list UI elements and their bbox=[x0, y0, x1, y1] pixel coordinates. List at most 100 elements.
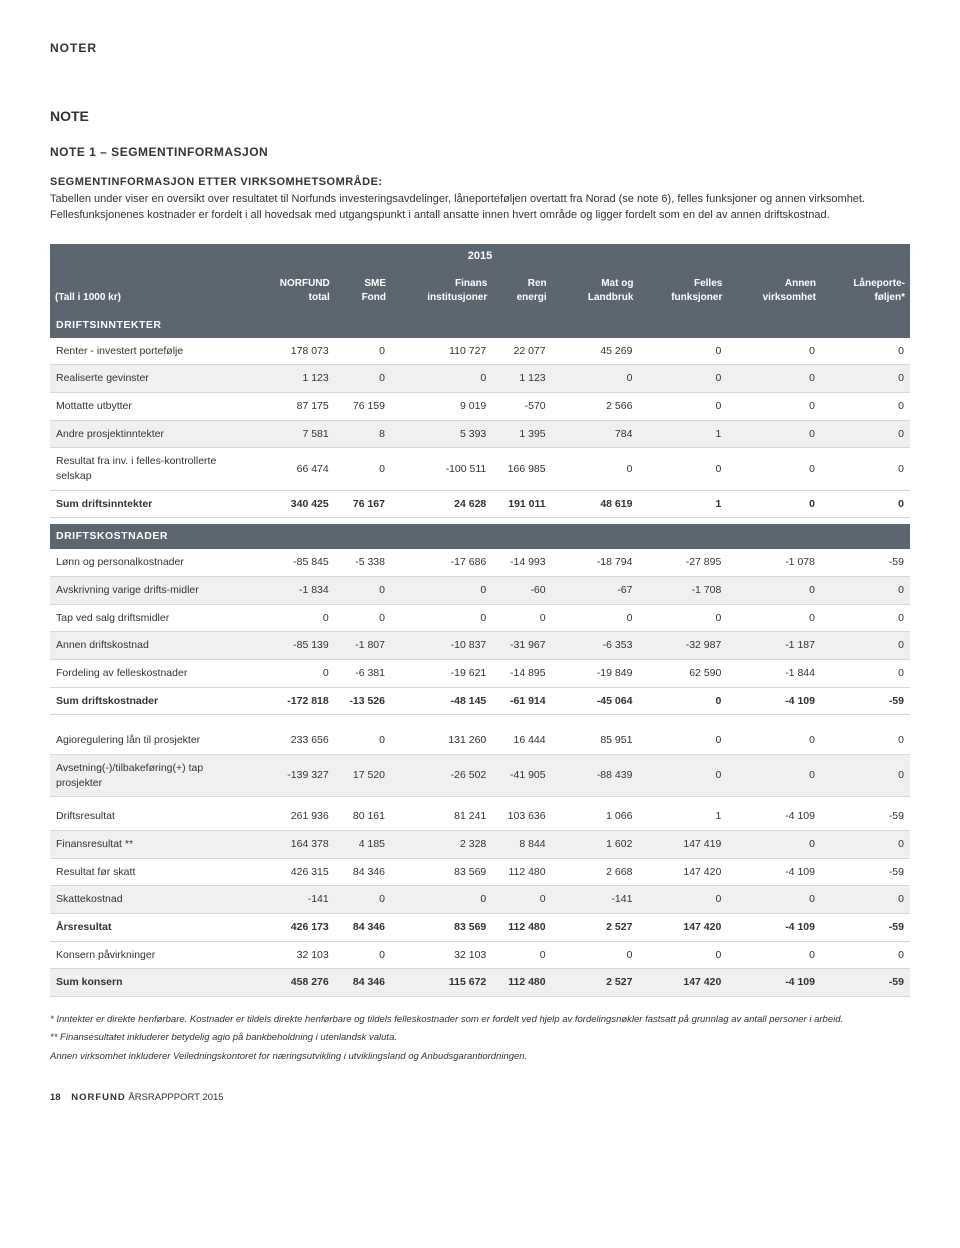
cell: -59 bbox=[821, 803, 910, 830]
cell: -85 845 bbox=[253, 549, 334, 576]
cell: 2 566 bbox=[552, 393, 639, 421]
table-row: Fordeling av felleskostnader0-6 381-19 6… bbox=[50, 659, 910, 687]
cell: 112 480 bbox=[492, 858, 551, 886]
intro-paragraph: Tabellen under viser en oversikt over re… bbox=[50, 191, 910, 224]
cell: -31 967 bbox=[492, 632, 551, 660]
cell: -14 993 bbox=[492, 549, 551, 576]
cell: 22 077 bbox=[492, 338, 551, 365]
row-label: Lønn og personalkostnader bbox=[50, 549, 253, 576]
cell: 0 bbox=[821, 886, 910, 914]
cell: 0 bbox=[552, 448, 639, 490]
cell: -19 621 bbox=[391, 659, 492, 687]
row-label: Agioregulering lån til prosjekter bbox=[50, 727, 253, 754]
cell: -60 bbox=[492, 576, 551, 604]
cell: 0 bbox=[638, 727, 727, 754]
cell: 85 951 bbox=[552, 727, 639, 754]
cell: 110 727 bbox=[391, 338, 492, 365]
cell: 83 569 bbox=[391, 914, 492, 942]
cell: 76 159 bbox=[335, 393, 391, 421]
footer-doc: ÅRSRAPPPORT 2015 bbox=[128, 1092, 223, 1103]
footnote: Annen virksomhet inkluderer Veiledningsk… bbox=[50, 1050, 910, 1063]
footnote: * Inntekter er direkte henførbare. Kostn… bbox=[50, 1013, 910, 1026]
table-row: Annen driftskostnad-85 139-1 807-10 837-… bbox=[50, 632, 910, 660]
cell: 9 019 bbox=[391, 393, 492, 421]
cell: -14 895 bbox=[492, 659, 551, 687]
section-label: DRIFTSKOSTNADER bbox=[50, 524, 910, 549]
cell: -26 502 bbox=[391, 754, 492, 796]
cell: 17 520 bbox=[335, 754, 391, 796]
year-cell: 2015 bbox=[50, 244, 910, 269]
col-header: NORFUND total bbox=[253, 269, 334, 313]
cell: 2 328 bbox=[391, 831, 492, 859]
cell: 0 bbox=[638, 393, 727, 421]
cell: -32 987 bbox=[638, 632, 727, 660]
cell: 0 bbox=[492, 886, 551, 914]
cell: 191 011 bbox=[492, 490, 551, 518]
cell: -1 834 bbox=[253, 576, 334, 604]
col-header: Felles funksjoner bbox=[638, 269, 727, 313]
table-row: Avsetning(-)/tilbakeføring(+) tap prosje… bbox=[50, 754, 910, 796]
cell: -59 bbox=[821, 687, 910, 715]
cell: 0 bbox=[391, 604, 492, 632]
table-row: Lønn og personalkostnader-85 845-5 338-1… bbox=[50, 549, 910, 576]
table-row: Avskrivning varige drifts-midler-1 83400… bbox=[50, 576, 910, 604]
cell: -19 849 bbox=[552, 659, 639, 687]
cell: 0 bbox=[727, 727, 821, 754]
col-header: Finans institusjoner bbox=[391, 269, 492, 313]
cell: 1 123 bbox=[492, 365, 551, 393]
cell: -139 327 bbox=[253, 754, 334, 796]
page-number: 18 bbox=[50, 1092, 61, 1103]
cell: 1 066 bbox=[552, 803, 639, 830]
cell: 84 346 bbox=[335, 969, 391, 997]
cell: 0 bbox=[391, 886, 492, 914]
row-label: Annen driftskostnad bbox=[50, 632, 253, 660]
cell: 62 590 bbox=[638, 659, 727, 687]
cell: 8 bbox=[335, 420, 391, 448]
cell: 84 346 bbox=[335, 914, 391, 942]
cell: 2 527 bbox=[552, 914, 639, 942]
cell: 115 672 bbox=[391, 969, 492, 997]
year-row: 2015 bbox=[50, 244, 910, 269]
table-row: Agioregulering lån til prosjekter233 656… bbox=[50, 727, 910, 754]
cell: 24 628 bbox=[391, 490, 492, 518]
cell: 784 bbox=[552, 420, 639, 448]
cell: -85 139 bbox=[253, 632, 334, 660]
row-label: Sum driftskostnader bbox=[50, 687, 253, 715]
row-label: Sum driftsinntekter bbox=[50, 490, 253, 518]
cell: 84 346 bbox=[335, 858, 391, 886]
cell: 0 bbox=[727, 365, 821, 393]
cell: -45 064 bbox=[552, 687, 639, 715]
cell: 0 bbox=[552, 604, 639, 632]
page-footer: 18 NORFUND ÅRSRAPPPORT 2015 bbox=[50, 1091, 910, 1104]
cell: 147 420 bbox=[638, 858, 727, 886]
cell: 45 269 bbox=[552, 338, 639, 365]
cell: 0 bbox=[638, 754, 727, 796]
section-marker: NOTER bbox=[50, 40, 910, 57]
row-label: Andre prosjektinntekter bbox=[50, 420, 253, 448]
cell: 112 480 bbox=[492, 969, 551, 997]
cell: 426 173 bbox=[253, 914, 334, 942]
cell: 16 444 bbox=[492, 727, 551, 754]
cell: 32 103 bbox=[253, 941, 334, 969]
cell: 1 bbox=[638, 803, 727, 830]
section-row: DRIFTSINNTEKTER bbox=[50, 313, 910, 338]
table-row: Resultat før skatt426 31584 34683 569112… bbox=[50, 858, 910, 886]
cell: -141 bbox=[253, 886, 334, 914]
footnote: ** Finansesultatet inkluderer betydelig … bbox=[50, 1031, 910, 1044]
cell: -6 353 bbox=[552, 632, 639, 660]
section-row: DRIFTSKOSTNADER bbox=[50, 524, 910, 549]
row-label: Skattekostnad bbox=[50, 886, 253, 914]
table-row: Konsern påvirkninger32 103032 10300000 bbox=[50, 941, 910, 969]
cell: 166 985 bbox=[492, 448, 551, 490]
cell: -59 bbox=[821, 914, 910, 942]
cell: -88 439 bbox=[552, 754, 639, 796]
cell: 147 420 bbox=[638, 969, 727, 997]
cell: 0 bbox=[391, 576, 492, 604]
cell: 1 bbox=[638, 420, 727, 448]
cell: 0 bbox=[821, 632, 910, 660]
cell: 0 bbox=[638, 604, 727, 632]
cell: -4 109 bbox=[727, 803, 821, 830]
cell: 0 bbox=[638, 365, 727, 393]
cell: -4 109 bbox=[727, 687, 821, 715]
cell: 0 bbox=[821, 420, 910, 448]
